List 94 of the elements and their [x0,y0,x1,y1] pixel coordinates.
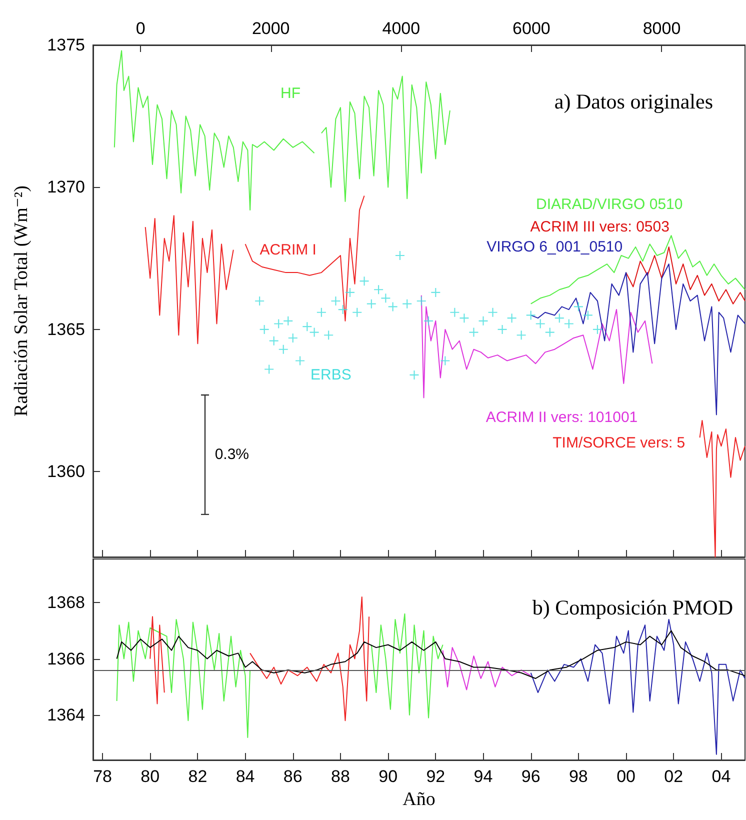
point [554,314,564,323]
y-tick-label: 1366 [47,649,85,668]
x2-tick-label: 4000 [382,19,420,38]
x-tick-label: 78 [93,767,112,786]
point [296,356,305,366]
point [331,296,340,306]
x2-tick-label: 6000 [512,19,550,38]
point [583,310,592,320]
x-tick-label: 88 [331,767,350,786]
point [366,299,376,308]
point [574,302,583,312]
point [310,328,319,337]
x-tick-label: 98 [568,767,588,786]
point [264,364,274,374]
x2-tick-label: 2000 [252,19,290,38]
point [416,296,426,306]
x-tick-label: 94 [474,767,493,786]
line-series [116,618,251,738]
line-series [370,613,444,718]
point [381,294,390,303]
x-tick-label: 82 [188,767,208,786]
series-label: ERBS [310,366,352,384]
point [374,285,384,294]
point [526,310,536,320]
y-tick-label: 1360 [47,462,85,482]
point [488,308,498,317]
series-label: ACRIM III vers: 0503 [530,218,670,236]
x-tick-label: 04 [712,767,731,786]
x-tick-label: 84 [236,767,255,786]
x-tick-label: 86 [283,767,302,786]
point [592,324,602,334]
point [255,296,264,306]
point [564,319,574,328]
series-label: DIARAD/VIRGO 0510 [536,196,683,213]
x-tick-label: 92 [426,767,446,786]
series-label: TIM/SORCE vers: 5 [552,434,686,452]
point [545,328,554,337]
y-tick-label: 1364 [47,706,85,725]
line-series [699,420,746,558]
y-tick-label: 1368 [47,593,85,612]
point [424,316,434,326]
x-tick-label: 00 [616,767,636,786]
point [260,324,269,334]
line-series [442,647,532,690]
text: b) Composición PMOD [532,596,734,620]
line-series [250,596,370,722]
x-axis-title: Año [402,789,436,810]
point [288,333,298,342]
point [450,308,460,317]
point [345,288,354,297]
y-tick-label: 1375 [47,36,85,54]
line-series [420,294,653,398]
point [395,250,404,260]
point [507,314,516,323]
point [516,330,526,340]
line-series [626,246,746,304]
point [440,356,450,366]
point [410,370,419,380]
series-label: VIRGO 6_001_0510 [486,238,623,256]
point [302,322,312,332]
point [469,328,478,337]
x-tick-label: 80 [140,767,160,786]
y-axis-title: Radiación Solar Total (Wm⁻²) [11,186,32,416]
line-series [530,618,746,755]
x2-tick-label: 8000 [642,19,681,38]
series-label: ACRIM I [260,241,316,258]
point [402,299,412,308]
point [316,308,326,317]
x2-tick-label: 0 [136,19,146,38]
point [498,324,507,334]
point [431,288,440,297]
y-tick-label: 1365 [47,320,85,339]
point [360,276,369,286]
point [460,314,469,323]
point [388,302,398,312]
point [536,319,545,328]
point [338,305,348,314]
x-tick-label: 90 [378,767,398,786]
annotation: 0.3% [214,446,250,463]
series-label: ACRIM II vers: 101001 [486,409,638,426]
point [284,316,293,326]
line-series [150,616,165,704]
y-tick-label: 1370 [47,178,85,197]
point [274,319,284,328]
point [352,308,362,317]
point [278,344,288,354]
x-tick-label: 96 [521,767,540,786]
text: HF [280,84,301,102]
text: a) Datos originales [554,90,714,114]
point [324,330,334,340]
x-tick-label: 02 [664,767,684,786]
point [478,316,488,326]
point [269,336,278,346]
line-series [116,630,746,679]
